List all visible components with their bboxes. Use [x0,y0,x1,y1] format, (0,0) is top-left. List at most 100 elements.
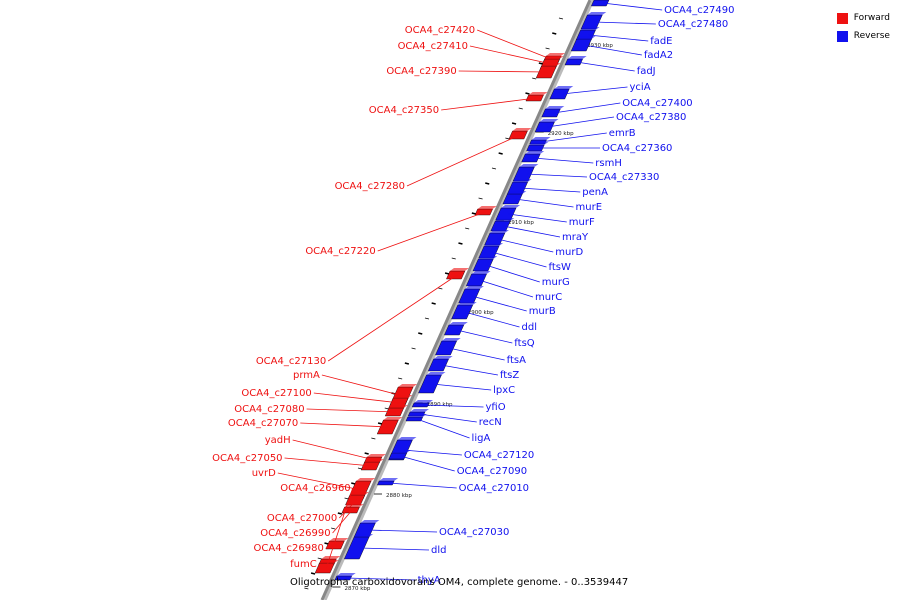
gene-label[interactable]: OCA4_c27010 [459,483,529,494]
gene-OCA4_c27360[interactable] [526,142,549,152]
gene-label[interactable]: ftsW [549,262,571,273]
gene-OCA4_c27080[interactable] [384,405,408,417]
gene-ftsA[interactable] [435,338,461,356]
gene-ftsZ[interactable] [427,356,453,372]
gene-OCA4_c27220[interactable] [474,206,497,216]
gene-body [474,208,493,216]
gene-OCA4_c27090[interactable] [388,450,411,460]
minor-tick [491,167,497,170]
gene-label[interactable]: murF [569,217,595,228]
gene-label[interactable]: ftsZ [500,370,519,381]
gene-label[interactable]: yfiO [486,402,506,413]
gene-OCA4_c27330[interactable] [512,164,539,182]
gene-murE[interactable] [502,191,527,205]
gene-label[interactable]: emrB [609,128,636,139]
gene-label[interactable]: yciA [630,82,651,93]
gene-label[interactable]: OCA4_c27380 [616,112,686,123]
gene-label[interactable]: OCA4_c27330 [589,172,659,183]
gene-label[interactable]: ligA [472,433,491,444]
gene-OCA4_c26960[interactable] [314,560,339,574]
gene-label[interactable]: OCA4_c27030 [439,527,509,538]
gene-label[interactable]: murC [535,292,562,303]
gene-fadA2[interactable] [570,36,596,52]
gene-OCA4_c27490[interactable] [591,0,613,7]
gene-ddl[interactable] [451,302,477,320]
gene-label[interactable]: murG [542,277,570,288]
gene-label[interactable]: murB [529,306,556,317]
gene-label[interactable]: lpxC [493,385,515,396]
gene-murB[interactable] [458,286,484,304]
gene-label[interactable]: OCA4_c27080 [234,404,304,415]
gene-ftsQ[interactable] [444,322,468,336]
gene-yciA[interactable] [549,86,574,100]
gene-leader [588,34,649,42]
minor-tick [411,347,416,350]
gene-murG[interactable] [472,256,498,272]
gene-OCA4_c27380[interactable] [534,119,559,133]
gene-label[interactable]: fadE [650,36,672,47]
gene-label[interactable]: OCA4_c27400 [622,98,692,109]
gene-top [407,414,427,417]
gene-thyA[interactable] [334,573,356,581]
gene-label[interactable]: OCA4_c27480 [658,19,728,30]
gene-label[interactable]: OCA4_c27390 [386,66,456,77]
gene-label[interactable]: rsmH [595,158,622,169]
gene-label[interactable]: ftsA [507,355,526,366]
gene-label[interactable]: OCA4_c27050 [212,453,282,464]
gene-label[interactable]: OCA4_c27120 [464,450,534,461]
gene-label[interactable]: OCA4_c27000 [267,513,337,524]
gene-label[interactable]: murD [555,247,583,258]
gene-label[interactable]: uvrD [252,468,276,479]
gene-label[interactable]: fumC [290,559,317,570]
gene-rsmH[interactable] [521,151,545,163]
gene-label[interactable]: OCA4_c27280 [335,181,405,192]
gene-OCA4_c27400[interactable] [541,106,565,118]
gene-top [528,92,548,95]
gene-label[interactable]: OCA4_c27360 [602,143,672,154]
gene-label[interactable]: fadJ [637,66,656,77]
gene-label[interactable]: penA [582,187,608,198]
gene-label[interactable]: OCA4_c27090 [457,466,527,477]
gene-top [544,56,564,59]
gene-dld[interactable] [344,534,374,560]
gene-label[interactable]: OCA4_c27070 [228,418,298,429]
gene-OCA4_c27480[interactable] [580,12,607,30]
gene-fadJ[interactable] [564,56,587,66]
gene-label[interactable]: yadH [265,435,291,446]
gene-label[interactable]: OCA4_c26960 [280,483,350,494]
minor-tick [558,17,564,20]
gene-leader [284,457,372,467]
gene-OCA4_c27010[interactable] [377,478,399,486]
tick-label: 2890 kbp [427,402,453,408]
gene-label[interactable]: thyA [418,575,441,586]
gene-OCA4_c27350[interactable] [525,92,548,102]
gene-label[interactable]: mraY [562,232,589,243]
gene-murC[interactable] [465,271,491,287]
minor-tick [444,272,450,275]
gene-top [587,12,607,15]
gene-OCA4_c27280[interactable] [508,128,532,140]
gene-label[interactable]: OCA4_c26980 [254,543,324,554]
gene-label[interactable]: prmA [293,370,320,381]
gene-label[interactable]: OCA4_c27100 [241,388,311,399]
gene-label[interactable]: fadA2 [644,50,673,61]
gene-label[interactable]: ddl [522,322,537,333]
gene-leader [277,472,362,491]
gene-murD[interactable] [484,230,509,246]
gene-lpxC[interactable] [418,372,446,394]
gene-yfiO[interactable] [411,400,433,408]
gene-label[interactable]: OCA4_c27220 [305,246,375,257]
gene-label[interactable]: recN [479,417,502,428]
gene-label[interactable]: OCA4_c26990 [260,528,330,539]
gene-label[interactable]: ftsQ [514,338,534,349]
gene-label[interactable]: murE [576,202,603,213]
gene-label[interactable]: OCA4_c27350 [369,105,439,116]
gene-label[interactable]: OCA4_c27420 [405,25,475,36]
gene-OCA4_c27130[interactable] [446,268,469,280]
gene-label[interactable]: OCA4_c27490 [664,5,734,16]
gene-label[interactable]: OCA4_c27410 [398,41,468,52]
gene-label[interactable]: OCA4_c27130 [256,356,326,367]
gene-label[interactable]: dld [431,545,446,556]
